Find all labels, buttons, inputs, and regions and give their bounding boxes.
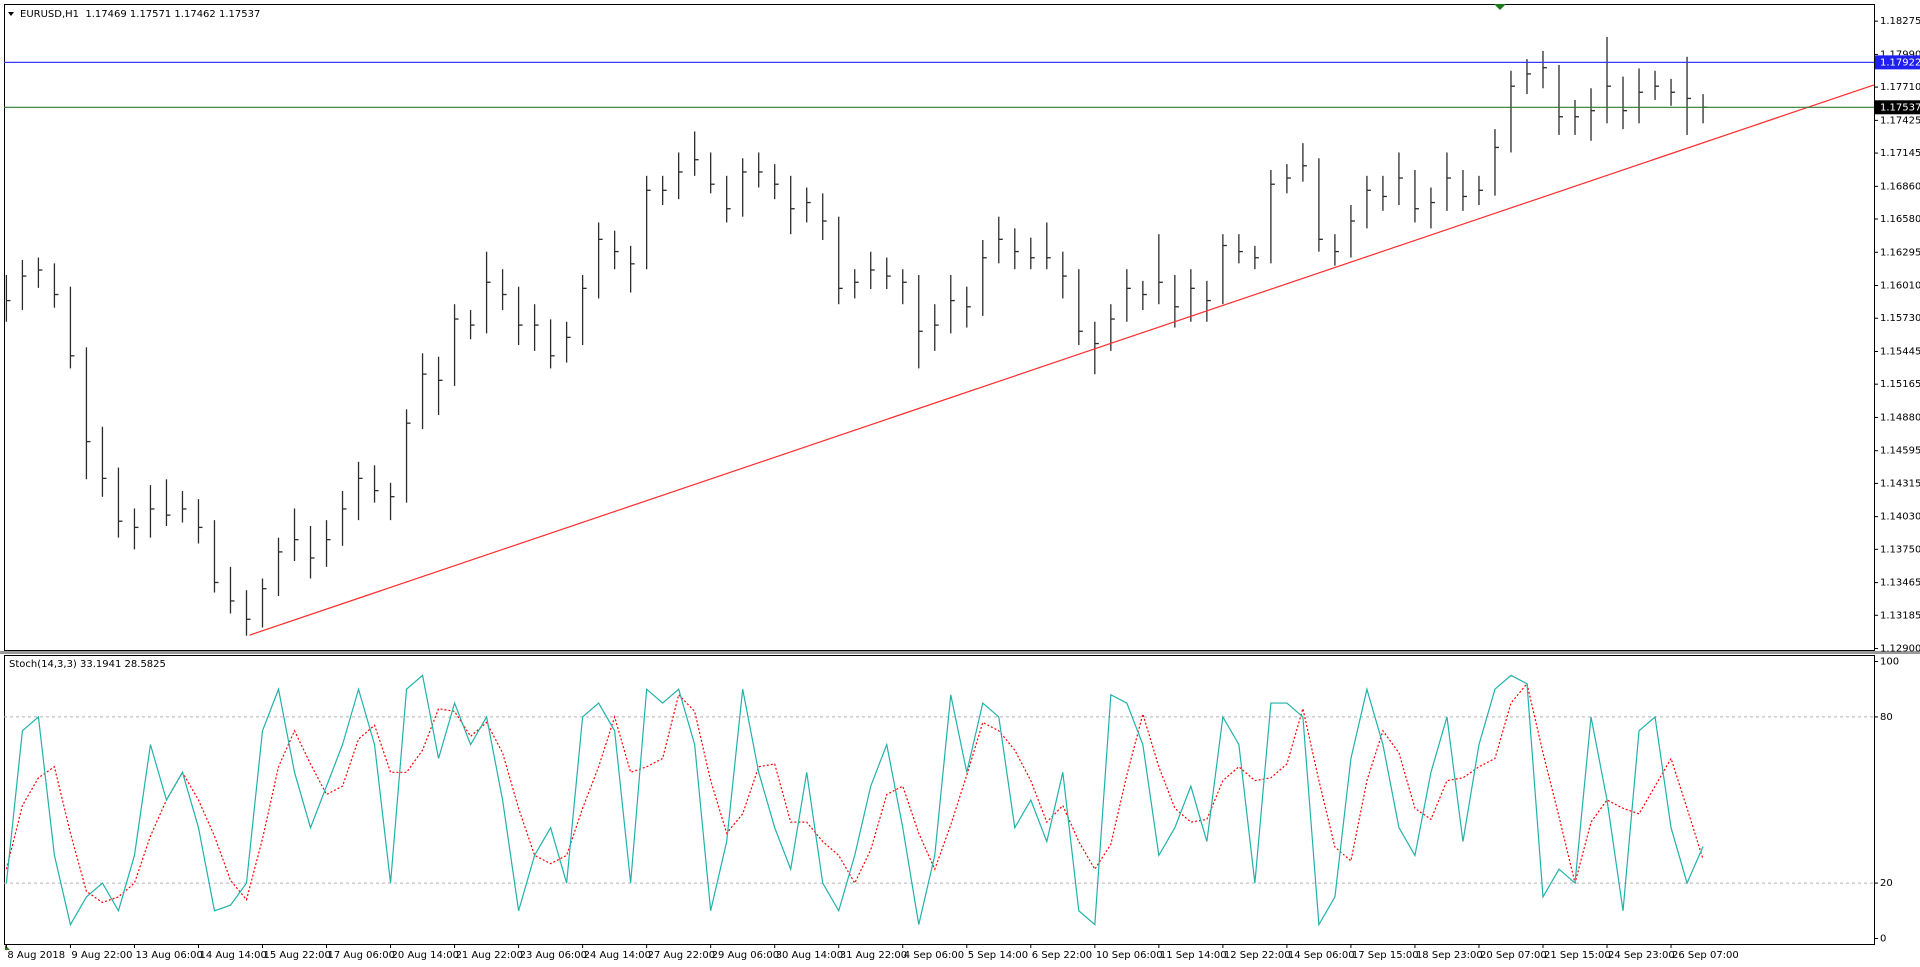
price-label-box — [1875, 100, 1920, 115]
shift-marker — [1494, 4, 1506, 10]
stochastic-line — [5, 682, 1704, 904]
chart-title: EURUSD,H1 1.17469 1.17571 1.17462 1.1753… — [20, 9, 260, 20]
x-tick-label: 20 Aug 14:00 — [392, 950, 459, 961]
y-tick-label: 0 — [1880, 933, 1886, 944]
x-tick-label: 21 Sep 15:00 — [1544, 950, 1611, 961]
x-tick-label: 30 Aug 14:00 — [776, 950, 843, 961]
y-tick-label: 100 — [1880, 657, 1899, 668]
x-tick-label: 6 Sep 22:00 — [1032, 950, 1092, 961]
price-label: 1.17922 — [1880, 57, 1920, 68]
x-tick-label: 31 Aug 22:00 — [840, 950, 907, 961]
y-tick-label: 1.17145 — [1880, 148, 1920, 159]
y-tick-label: 1.17710 — [1880, 82, 1920, 93]
symbol-menu-icon — [8, 12, 14, 16]
price-label: 1.17537 — [1880, 102, 1920, 113]
y-tick-label: 1.18275 — [1880, 16, 1920, 27]
x-tick-label: 12 Sep 22:00 — [1224, 950, 1291, 961]
x-tick-label: 5 Sep 14:00 — [968, 950, 1028, 961]
y-tick-label: 1.16860 — [1880, 181, 1920, 192]
x-tick-label: 26 Sep 07:00 — [1672, 950, 1739, 961]
x-tick-label: 18 Sep 23:00 — [1416, 950, 1483, 961]
y-tick-label: 1.16580 — [1880, 214, 1920, 225]
x-tick-label: 11 Sep 14:00 — [1160, 950, 1227, 961]
y-tick-label: 1.14595 — [1880, 446, 1920, 457]
y-tick-label: 1.14030 — [1880, 512, 1920, 523]
y-tick-label: 1.16295 — [1880, 247, 1920, 258]
x-tick-label: 21 Aug 22:00 — [456, 950, 523, 961]
x-tick-label: 8 Aug 2018 — [7, 950, 65, 961]
y-tick-label: 1.16010 — [1880, 281, 1920, 292]
y-tick-label: 1.15445 — [1880, 346, 1920, 357]
price-label-box — [1875, 55, 1920, 70]
x-tick-label: 10 Sep 06:00 — [1096, 950, 1163, 961]
indicator-panel — [4, 655, 1875, 945]
x-tick-label: 4 Sep 06:00 — [904, 950, 964, 961]
price-panel — [4, 4, 1875, 651]
x-tick-label: 24 Aug 14:00 — [584, 950, 651, 961]
y-tick-label: 1.13750 — [1880, 544, 1920, 555]
x-tick-label: 13 Aug 06:00 — [135, 950, 202, 961]
x-tick-label: 23 Aug 06:00 — [520, 950, 587, 961]
trend-line — [249, 84, 1875, 636]
y-tick-label: 1.15730 — [1880, 313, 1920, 324]
x-tick-label: 24 Sep 23:00 — [1608, 950, 1675, 961]
indicator-title: Stoch(14,3,3) 33.1941 28.5825 — [9, 659, 166, 670]
y-tick-label: 1.17990 — [1880, 49, 1920, 60]
x-tick-label: 17 Aug 06:00 — [328, 950, 395, 961]
x-tick-label: 14 Aug 14:00 — [199, 950, 266, 961]
x-tick-label: 29 Aug 06:00 — [712, 950, 779, 961]
x-tick-label: 15 Aug 22:00 — [263, 950, 330, 961]
y-tick-label: 1.12900 — [1880, 644, 1920, 655]
y-tick-label: 1.14880 — [1880, 412, 1920, 423]
x-tick-label: 20 Sep 07:00 — [1480, 950, 1547, 961]
y-tick-label: 1.15165 — [1880, 379, 1920, 390]
x-tick-label: 17 Sep 15:00 — [1352, 950, 1419, 961]
y-tick-label: 1.13185 — [1880, 610, 1920, 621]
x-tick-label: 27 Aug 22:00 — [648, 950, 715, 961]
stochastic-line — [5, 674, 1704, 927]
y-tick-label: 80 — [1880, 712, 1893, 723]
y-tick-label: 1.14315 — [1880, 478, 1920, 489]
y-tick-label: 20 — [1880, 878, 1893, 889]
y-tick-label: 1.13465 — [1880, 578, 1920, 589]
y-tick-label: 1.17425 — [1880, 115, 1920, 126]
x-tick-label: 9 Aug 22:00 — [71, 950, 132, 961]
x-tick-label: 14 Sep 06:00 — [1288, 950, 1355, 961]
